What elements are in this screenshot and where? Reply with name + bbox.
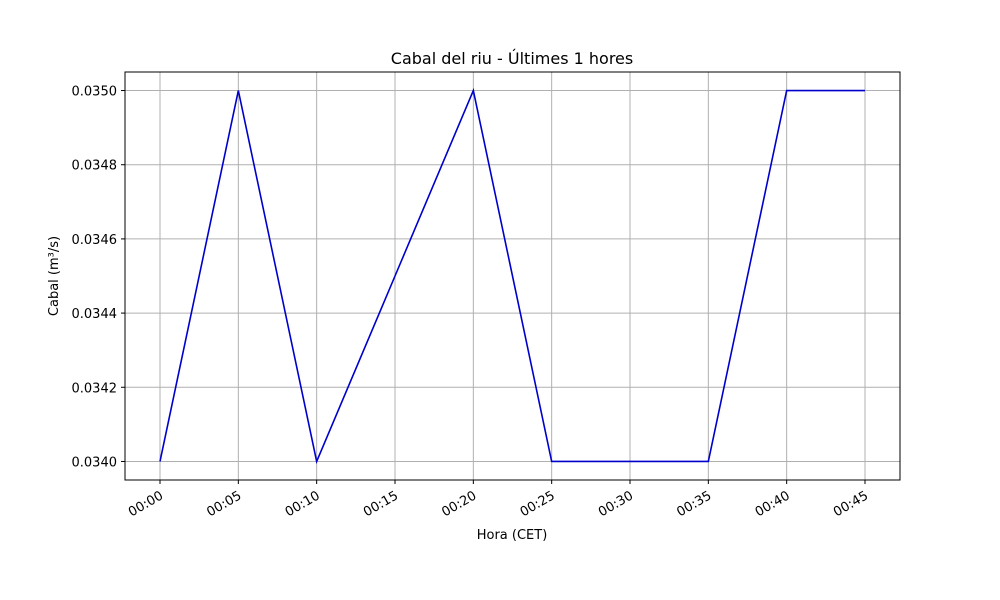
- y-tick-label: 0.0346: [72, 233, 118, 248]
- chart-title: Cabal del riu - Últimes 1 hores: [391, 49, 633, 68]
- y-tick-label: 0.0342: [72, 381, 118, 396]
- plot-frame: [124, 71, 901, 481]
- y-tick-label: 0.0350: [72, 85, 118, 100]
- y-tick-label: 0.0340: [72, 455, 118, 470]
- y-tick-label: 0.0348: [72, 159, 118, 174]
- y-axis-label: Cabal (m³/s): [47, 236, 62, 316]
- y-tick-label: 0.0344: [72, 307, 118, 322]
- line: [159, 87, 865, 465]
- x-axis-label: Hora (CET): [477, 528, 548, 543]
